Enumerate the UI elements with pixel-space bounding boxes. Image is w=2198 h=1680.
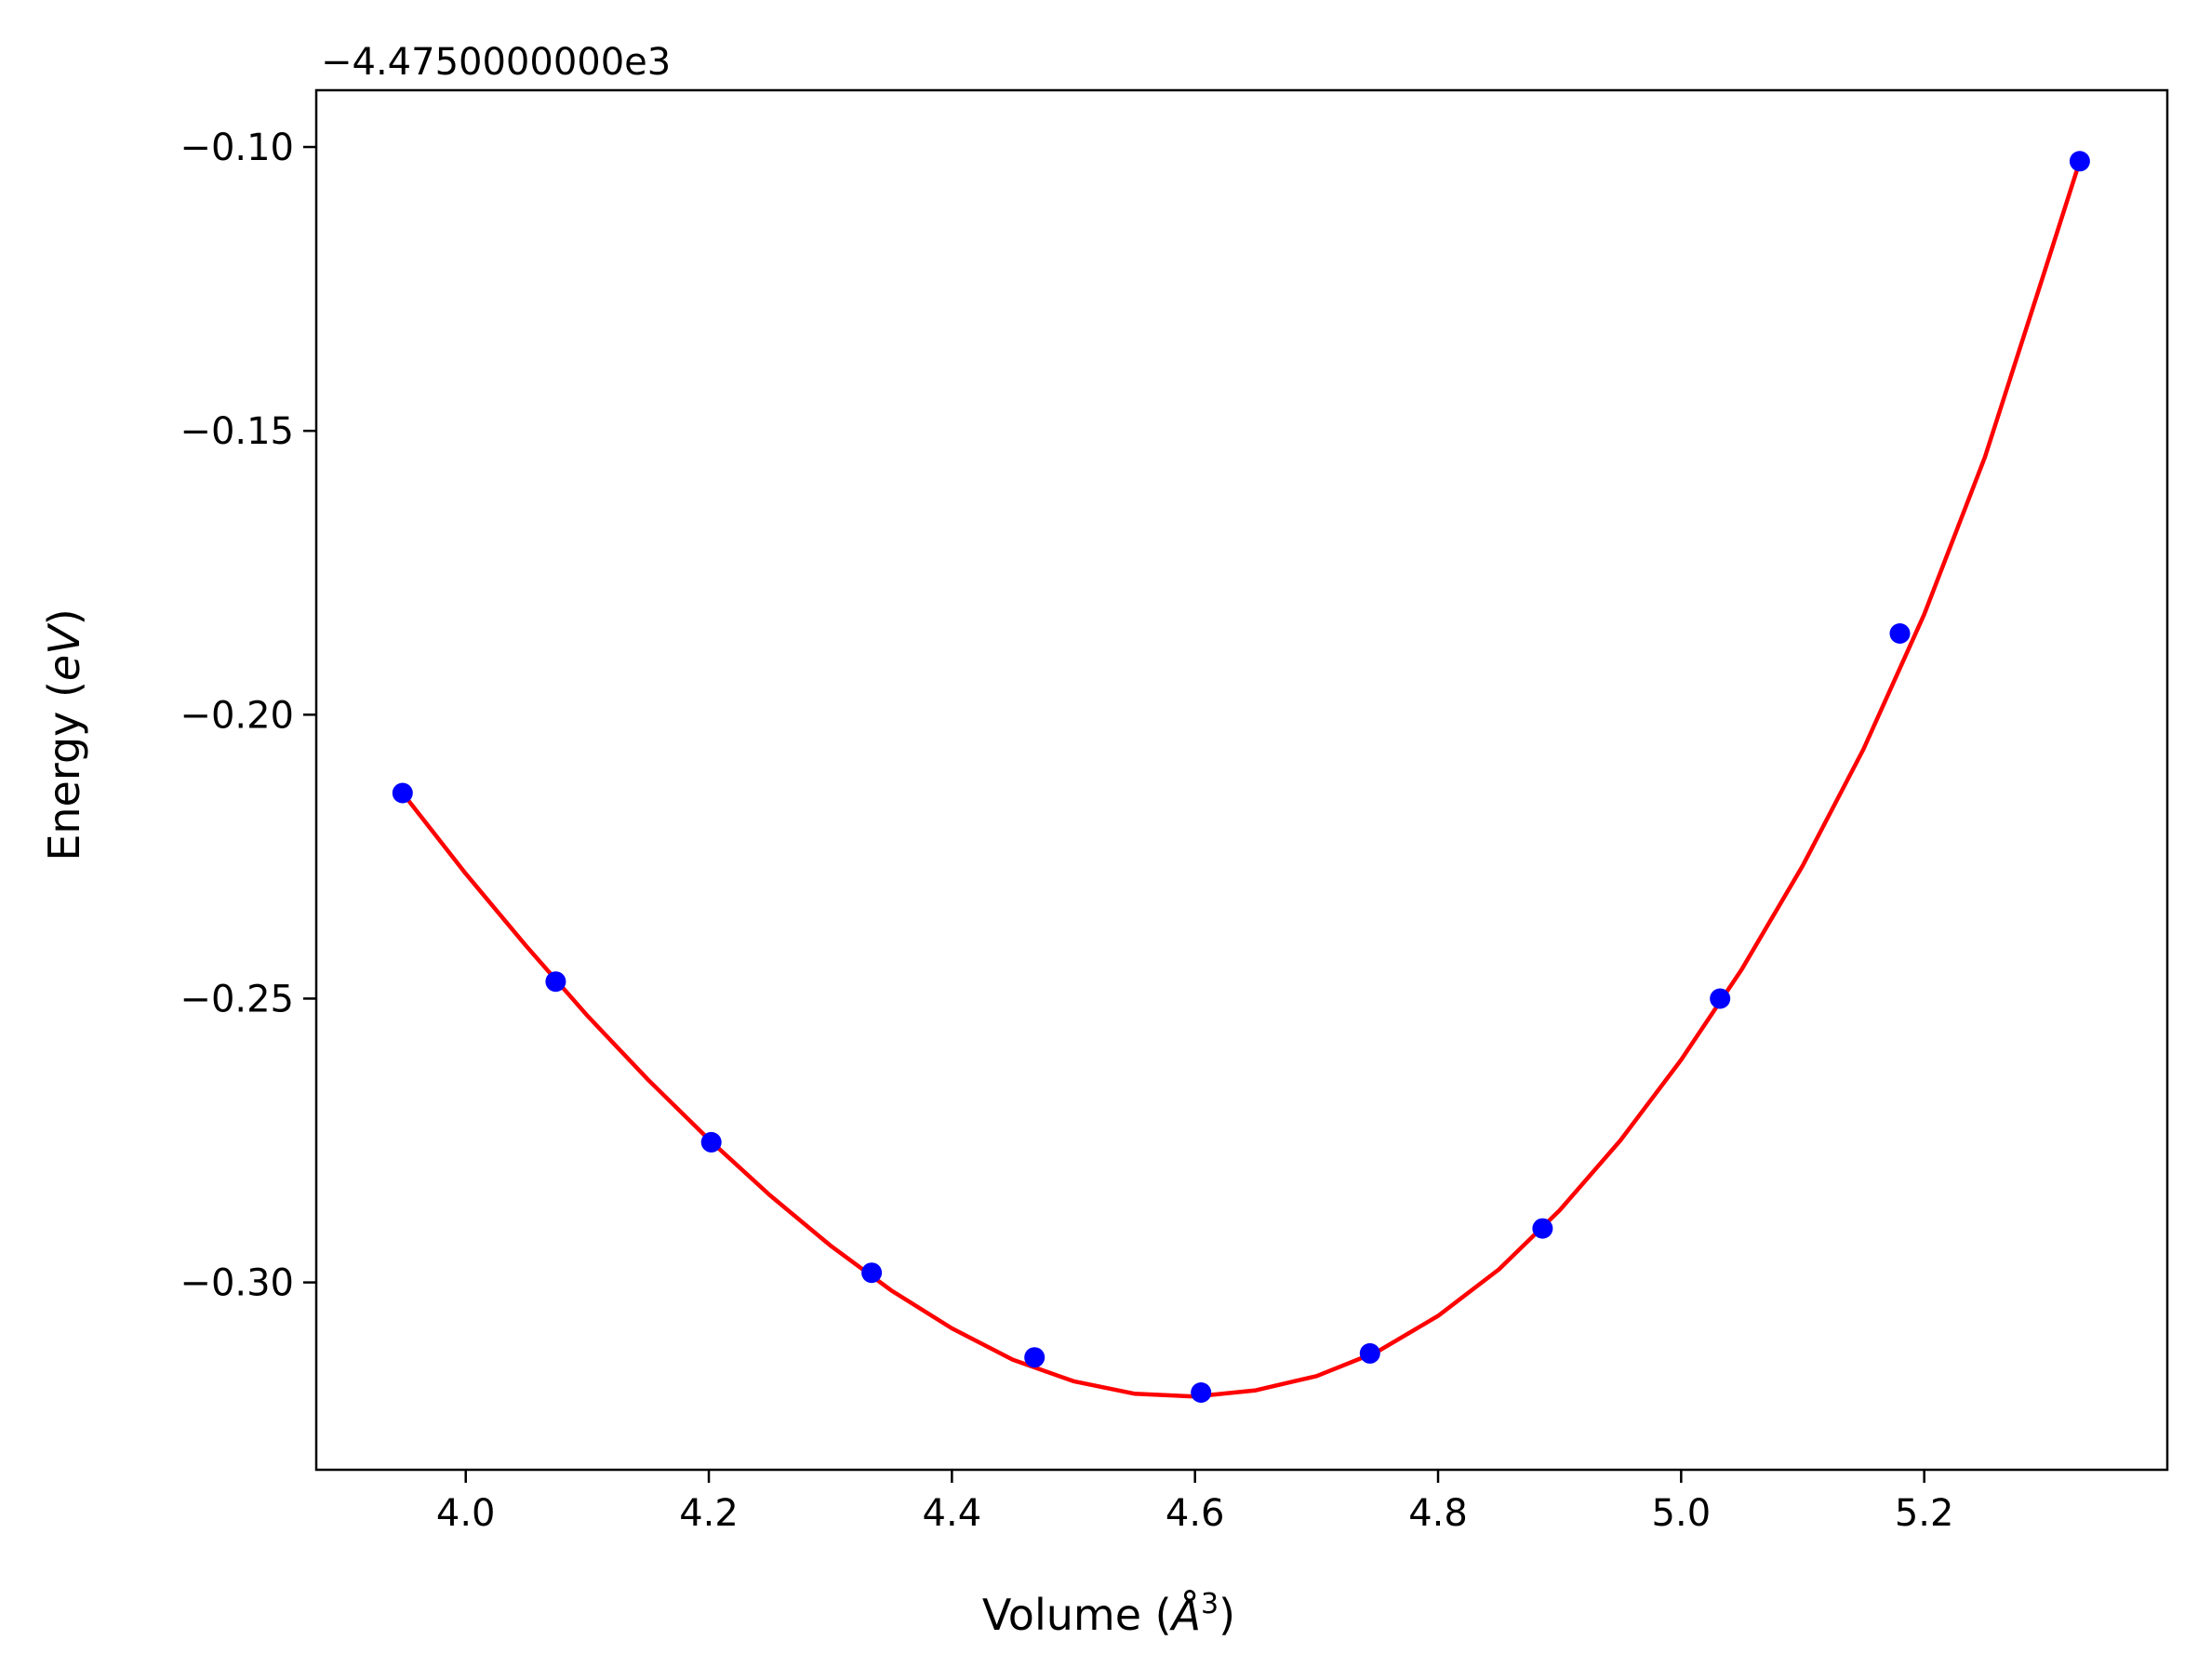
data-point — [1191, 1382, 1212, 1403]
y-axis-ticks: −0.10 −0.15 −0.20 −0.25 −0.30 — [180, 127, 316, 1305]
y-tick-label: −0.20 — [180, 694, 294, 737]
data-point — [861, 1262, 883, 1284]
x-tick-label: 4.2 — [679, 1492, 739, 1535]
data-point — [545, 971, 566, 993]
data-point — [700, 1131, 722, 1153]
y-tick-label: −0.15 — [180, 410, 294, 453]
data-point — [1889, 623, 1911, 644]
data-point — [1024, 1347, 1046, 1368]
data-point — [1532, 1218, 1553, 1239]
x-axis-ticks: 4.0 4.2 4.4 4.6 4.8 5.0 5.2 — [436, 1470, 1954, 1535]
data-point — [2069, 151, 2090, 172]
data-point — [1710, 988, 1731, 1009]
y-tick-label: −0.25 — [180, 978, 294, 1020]
x-tick-label: 5.2 — [1895, 1492, 1954, 1535]
y-tick-label: −0.30 — [180, 1262, 294, 1305]
x-tick-label: 4.8 — [1408, 1492, 1468, 1535]
y-offset-label: −4.4750000000e3 — [321, 41, 671, 84]
x-tick-label: 5.0 — [1652, 1492, 1712, 1535]
x-axis-label: Volume (Å3) — [982, 1588, 1235, 1640]
fit-curve-layer — [401, 160, 2083, 1399]
data-point — [1359, 1342, 1380, 1364]
x-tick-label: 4.4 — [923, 1492, 982, 1535]
data-point — [392, 782, 413, 804]
x-tick-label: 4.0 — [436, 1492, 496, 1535]
fit-curve-line — [401, 160, 2083, 1399]
y-tick-label: −0.10 — [180, 127, 294, 169]
x-tick-label: 4.6 — [1166, 1492, 1225, 1535]
y-axis-label: Energy (eV) — [39, 608, 89, 860]
data-points-layer — [392, 151, 2090, 1403]
plot-frame — [314, 88, 2169, 1472]
